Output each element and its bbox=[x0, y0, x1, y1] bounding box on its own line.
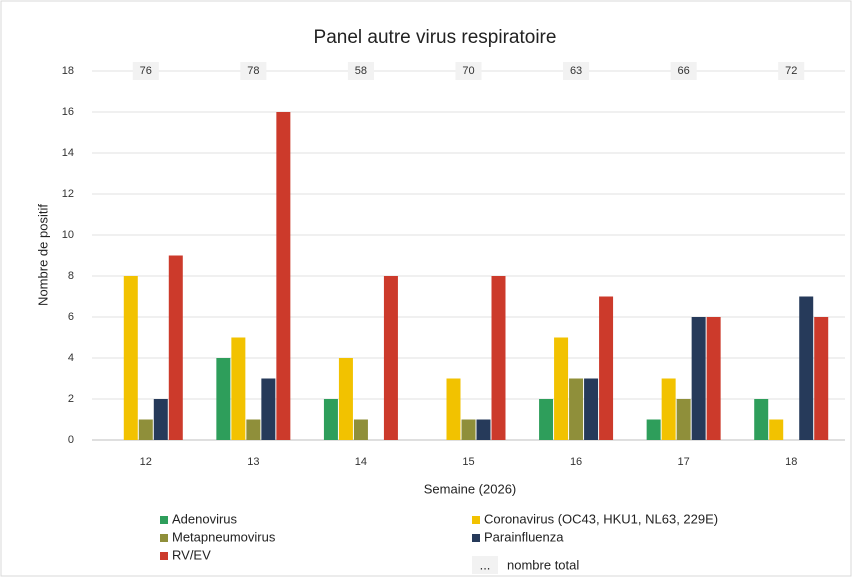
y-tick-label: 12 bbox=[62, 188, 74, 200]
bar bbox=[554, 337, 569, 440]
legend-label: Adenovirus bbox=[172, 511, 238, 526]
x-tick-label: 18 bbox=[785, 456, 797, 468]
bar bbox=[461, 419, 476, 440]
bar bbox=[231, 337, 246, 440]
bar bbox=[323, 399, 338, 440]
bar bbox=[123, 276, 138, 440]
bar bbox=[769, 419, 784, 440]
legend-label: Coronavirus (OC43, HKU1, NL63, 229E) bbox=[484, 511, 718, 526]
total-box bbox=[240, 62, 267, 80]
y-tick-label: 4 bbox=[68, 352, 74, 364]
chart-title: Panel autre virus respiratoire bbox=[314, 27, 557, 48]
x-tick-label: 12 bbox=[140, 456, 152, 468]
total-label: 78 bbox=[247, 65, 259, 77]
bar bbox=[599, 296, 614, 440]
y-tick-label: 6 bbox=[68, 311, 74, 323]
legend-total-box bbox=[472, 556, 498, 574]
legend-swatch bbox=[160, 552, 168, 560]
bar bbox=[276, 112, 291, 440]
x-axis-title: Semaine (2026) bbox=[424, 481, 517, 496]
bar bbox=[754, 399, 769, 440]
total-box bbox=[563, 62, 590, 80]
bar bbox=[353, 419, 368, 440]
legend-swatch bbox=[472, 534, 480, 542]
bar bbox=[261, 378, 276, 440]
total-label: 76 bbox=[140, 65, 152, 77]
y-tick-label: 14 bbox=[62, 147, 74, 159]
bar bbox=[338, 358, 353, 440]
legend-total-symbol: ... bbox=[480, 557, 491, 572]
y-tick-label: 8 bbox=[68, 270, 74, 282]
total-label: 72 bbox=[785, 65, 797, 77]
bar bbox=[706, 317, 721, 440]
x-tick-label: 15 bbox=[462, 456, 474, 468]
bar bbox=[153, 399, 168, 440]
bar bbox=[569, 378, 584, 440]
total-label: 58 bbox=[355, 65, 367, 77]
y-tick-label: 16 bbox=[62, 106, 74, 118]
bar bbox=[246, 419, 261, 440]
x-tick-label: 17 bbox=[678, 456, 690, 468]
total-box bbox=[132, 62, 159, 80]
total-label: 70 bbox=[462, 65, 474, 77]
legend-swatch bbox=[160, 534, 168, 542]
total-label: 63 bbox=[570, 65, 582, 77]
legend-swatch bbox=[472, 516, 480, 524]
bar bbox=[661, 378, 676, 440]
bar bbox=[584, 378, 599, 440]
bar bbox=[446, 378, 461, 440]
x-tick-label: 16 bbox=[570, 456, 582, 468]
legend-swatch bbox=[160, 516, 168, 524]
y-tick-label: 0 bbox=[68, 434, 74, 446]
bar bbox=[491, 276, 506, 440]
legend-label: RV/EV bbox=[172, 547, 211, 562]
x-tick-label: 13 bbox=[247, 456, 259, 468]
bar bbox=[138, 419, 153, 440]
y-tick-label: 2 bbox=[68, 393, 74, 405]
bar bbox=[476, 419, 491, 440]
y-tick-label: 18 bbox=[62, 65, 74, 77]
total-box bbox=[778, 62, 805, 80]
bar bbox=[168, 255, 183, 440]
bar bbox=[676, 399, 691, 440]
bar bbox=[383, 276, 398, 440]
bar bbox=[539, 399, 554, 440]
bar bbox=[646, 419, 661, 440]
legend-label: Parainfluenza bbox=[484, 529, 564, 544]
total-label: 66 bbox=[678, 65, 690, 77]
bar bbox=[216, 358, 231, 440]
y-axis-title: Nombre de positif bbox=[35, 204, 50, 306]
bar bbox=[799, 296, 814, 440]
y-tick-label: 10 bbox=[62, 229, 74, 241]
bar bbox=[814, 317, 829, 440]
total-box bbox=[670, 62, 697, 80]
total-box bbox=[347, 62, 374, 80]
x-tick-label: 14 bbox=[355, 456, 367, 468]
total-box bbox=[455, 62, 482, 80]
legend-total-label: nombre total bbox=[507, 557, 579, 572]
bar bbox=[691, 317, 706, 440]
legend-label: Metapneumovirus bbox=[172, 529, 276, 544]
